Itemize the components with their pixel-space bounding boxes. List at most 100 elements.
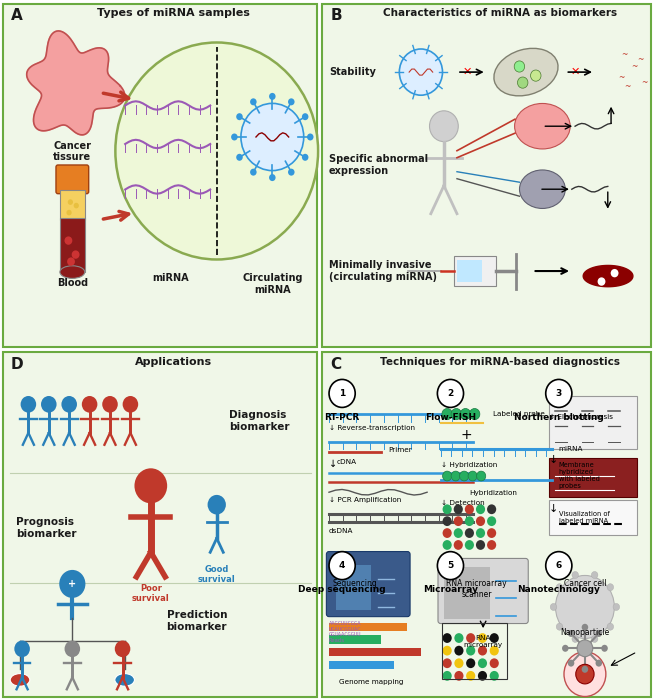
Text: 6: 6 [556, 561, 562, 570]
Circle shape [454, 540, 463, 550]
Circle shape [207, 495, 226, 514]
Text: Membrane
hybridized
with labeled
probes: Membrane hybridized with labeled probes [559, 462, 600, 489]
Text: Labeled probe: Labeled probe [493, 411, 545, 417]
Text: RNA
microarray: RNA microarray [464, 634, 503, 648]
Circle shape [455, 671, 464, 680]
Circle shape [443, 517, 452, 526]
Circle shape [476, 540, 485, 550]
FancyBboxPatch shape [326, 552, 410, 617]
Circle shape [288, 98, 294, 105]
Circle shape [67, 258, 75, 266]
Circle shape [14, 640, 30, 657]
Circle shape [568, 659, 574, 666]
FancyBboxPatch shape [457, 260, 482, 282]
Circle shape [465, 505, 474, 514]
Text: Prognosis
biomarker: Prognosis biomarker [16, 517, 77, 538]
Circle shape [250, 169, 256, 176]
Circle shape [477, 471, 486, 481]
Text: ✕: ✕ [462, 67, 472, 77]
Text: ↓: ↓ [549, 456, 559, 466]
Circle shape [123, 396, 138, 412]
Circle shape [236, 113, 243, 120]
Circle shape [490, 645, 499, 655]
Circle shape [443, 645, 452, 655]
Circle shape [400, 49, 443, 95]
Circle shape [478, 633, 487, 643]
Text: Primer: Primer [388, 447, 411, 453]
Circle shape [465, 517, 474, 526]
Circle shape [478, 671, 487, 680]
Text: Genome mapping: Genome mapping [339, 679, 404, 685]
Circle shape [572, 571, 579, 578]
Text: Sequencing: Sequencing [333, 580, 377, 589]
Text: Characteristics of miRNA as biomarkers: Characteristics of miRNA as biomarkers [383, 8, 617, 18]
Text: Visualization of
labeled miRNA: Visualization of labeled miRNA [559, 510, 610, 524]
Circle shape [581, 666, 588, 673]
Text: miRNA: miRNA [559, 445, 583, 452]
Circle shape [465, 540, 474, 550]
Circle shape [460, 409, 471, 420]
Circle shape [65, 640, 80, 657]
Text: ↓ Hybridization: ↓ Hybridization [441, 462, 497, 468]
Circle shape [455, 658, 464, 668]
Text: RNA microarray
scanner: RNA microarray scanner [446, 580, 507, 598]
Text: dsDNA: dsDNA [329, 528, 354, 533]
Text: RT-PCR: RT-PCR [324, 413, 360, 422]
Circle shape [302, 113, 309, 120]
Text: ~: ~ [638, 55, 644, 64]
FancyBboxPatch shape [438, 559, 528, 624]
Circle shape [21, 396, 36, 412]
FancyBboxPatch shape [329, 648, 421, 657]
FancyBboxPatch shape [329, 661, 394, 669]
Circle shape [60, 570, 86, 598]
FancyBboxPatch shape [329, 623, 407, 631]
Text: 1: 1 [339, 389, 345, 398]
Text: D: D [11, 357, 24, 372]
Circle shape [443, 671, 452, 680]
FancyBboxPatch shape [56, 165, 89, 194]
Circle shape [329, 552, 355, 580]
Circle shape [438, 379, 464, 407]
FancyBboxPatch shape [329, 636, 381, 644]
Circle shape [102, 396, 118, 412]
Circle shape [514, 61, 525, 72]
Text: 4: 4 [339, 561, 345, 570]
FancyBboxPatch shape [444, 566, 490, 619]
Circle shape [466, 633, 475, 643]
FancyBboxPatch shape [549, 396, 637, 449]
Circle shape [442, 409, 453, 420]
Circle shape [65, 237, 73, 245]
Circle shape [451, 409, 462, 420]
Text: Cancer cell: Cancer cell [564, 580, 606, 589]
Circle shape [443, 528, 452, 538]
Circle shape [302, 154, 309, 161]
Text: ~: ~ [641, 78, 647, 87]
Circle shape [478, 658, 487, 668]
Circle shape [455, 633, 464, 643]
Ellipse shape [60, 266, 85, 279]
Text: Good
survival: Good survival [198, 565, 235, 584]
Text: cDNA: cDNA [337, 459, 357, 465]
Text: Prediction
biomarker: Prediction biomarker [167, 610, 227, 631]
FancyBboxPatch shape [322, 4, 651, 346]
Text: Specific abnormal
expression: Specific abnormal expression [329, 154, 428, 176]
Circle shape [517, 77, 528, 88]
Circle shape [545, 379, 572, 407]
Circle shape [466, 658, 475, 668]
Circle shape [451, 471, 460, 481]
Text: Nanoparticle: Nanoparticle [560, 628, 610, 636]
Circle shape [611, 269, 619, 277]
Circle shape [530, 70, 541, 81]
Circle shape [576, 664, 594, 684]
Circle shape [443, 658, 452, 668]
FancyBboxPatch shape [3, 352, 317, 696]
Circle shape [443, 505, 452, 514]
Text: Techniques for miRNA-based diagnostics: Techniques for miRNA-based diagnostics [380, 357, 619, 367]
Circle shape [562, 645, 568, 652]
Circle shape [487, 505, 496, 514]
Text: Minimally invasive
(circulating miRNA): Minimally invasive (circulating miRNA) [329, 260, 437, 282]
Text: Blood: Blood [57, 278, 88, 288]
Circle shape [115, 640, 130, 657]
Circle shape [465, 528, 474, 538]
Circle shape [68, 199, 73, 205]
